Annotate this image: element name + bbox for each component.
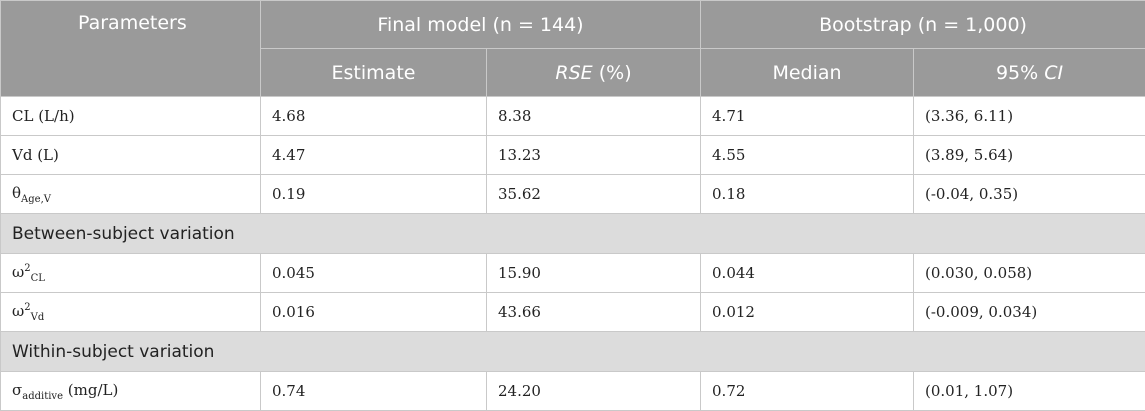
- table-row: σadditive (mg/L) 0.74 24.20 0.72 (0.01, …: [1, 372, 1145, 411]
- header-parameters: Parameters: [1, 1, 261, 97]
- median-cell: 0.012: [701, 293, 914, 332]
- ci-cell: (3.89, 5.64): [914, 136, 1145, 175]
- median-cell: 0.72: [701, 372, 914, 411]
- param-cell: ω2Vd: [1, 293, 261, 332]
- header-rse: RSE (%): [487, 49, 701, 97]
- header-ci: 95% CI: [914, 49, 1145, 97]
- median-cell: 4.71: [701, 97, 914, 136]
- param-cell: θAge,V: [1, 175, 261, 214]
- estimate-cell: 0.19: [261, 175, 487, 214]
- ci-cell: (3.36, 6.11): [914, 97, 1145, 136]
- rse-cell: 24.20: [487, 372, 701, 411]
- table-row: CL (L/h) 4.68 8.38 4.71 (3.36, 6.11): [1, 97, 1145, 136]
- section-within-subject: Within-subject variation: [1, 332, 1145, 372]
- section-row: Between-subject variation: [1, 214, 1145, 254]
- median-cell: 0.044: [701, 254, 914, 293]
- table-row: Vd (L) 4.47 13.23 4.55 (3.89, 5.64): [1, 136, 1145, 175]
- header-median: Median: [701, 49, 914, 97]
- param-cell: Vd (L): [1, 136, 261, 175]
- rse-cell: 43.66: [487, 293, 701, 332]
- rse-cell: 15.90: [487, 254, 701, 293]
- ci-cell: (-0.009, 0.034): [914, 293, 1145, 332]
- section-between-subject: Between-subject variation: [1, 214, 1145, 254]
- header-bootstrap: Bootstrap (n = 1,000): [701, 1, 1145, 49]
- median-cell: 4.55: [701, 136, 914, 175]
- header-final-model: Final model (n = 144): [261, 1, 701, 49]
- median-cell: 0.18: [701, 175, 914, 214]
- estimate-cell: 0.016: [261, 293, 487, 332]
- estimate-cell: 0.74: [261, 372, 487, 411]
- param-cell: σadditive (mg/L): [1, 372, 261, 411]
- estimate-cell: 0.045: [261, 254, 487, 293]
- rse-cell: 35.62: [487, 175, 701, 214]
- table-row: ω2Vd 0.016 43.66 0.012 (-0.009, 0.034): [1, 293, 1145, 332]
- rse-cell: 13.23: [487, 136, 701, 175]
- param-cell: CL (L/h): [1, 97, 261, 136]
- estimate-cell: 4.68: [261, 97, 487, 136]
- ci-cell: (0.01, 1.07): [914, 372, 1145, 411]
- header-estimate: Estimate: [261, 49, 487, 97]
- ci-cell: (0.030, 0.058): [914, 254, 1145, 293]
- ci-cell: (-0.04, 0.35): [914, 175, 1145, 214]
- section-row: Within-subject variation: [1, 332, 1145, 372]
- table-row: θAge,V 0.19 35.62 0.18 (-0.04, 0.35): [1, 175, 1145, 214]
- estimate-cell: 4.47: [261, 136, 487, 175]
- rse-cell: 8.38: [487, 97, 701, 136]
- table-row: ω2CL 0.045 15.90 0.044 (0.030, 0.058): [1, 254, 1145, 293]
- param-cell: ω2CL: [1, 254, 261, 293]
